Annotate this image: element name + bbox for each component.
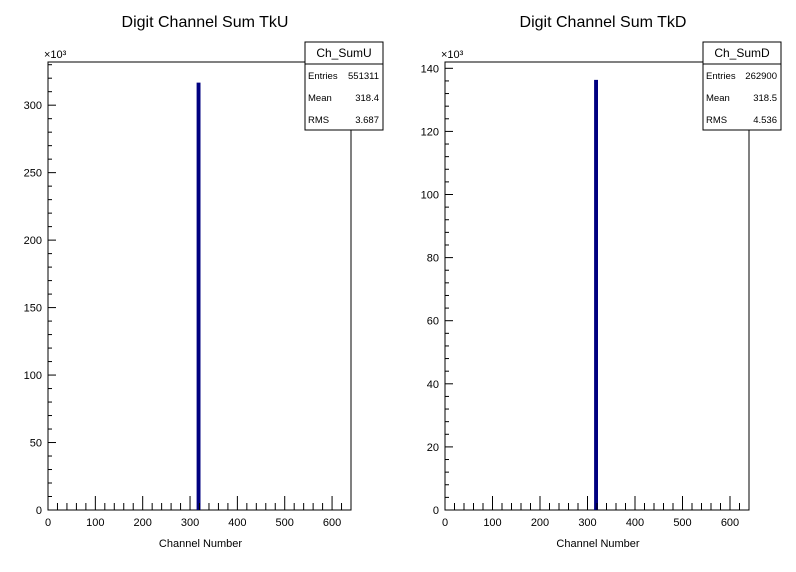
chart-title: Digit Channel Sum TkD bbox=[520, 14, 687, 31]
x-tick-label: 400 bbox=[626, 517, 644, 529]
y-tick-label: 300 bbox=[24, 100, 42, 112]
stats-value: 318.4 bbox=[355, 93, 379, 104]
y-tick-label: 150 bbox=[24, 303, 42, 315]
x-tick-label: 500 bbox=[673, 517, 691, 529]
stats-label: Mean bbox=[706, 93, 730, 104]
stats-box: Ch_SumU Entries 551311 Mean 318.4 RMS 3.687 bbox=[304, 41, 384, 131]
stats-box-frame bbox=[702, 41, 782, 131]
y-tick-label: 0 bbox=[433, 505, 439, 517]
chart-title: Digit Channel Sum TkU bbox=[122, 14, 289, 31]
x-axis-label: Channel Number bbox=[556, 538, 639, 550]
stats-value: 4.536 bbox=[753, 115, 777, 126]
stats-box-name: Ch_SumU bbox=[316, 46, 371, 60]
x-tick-label: 0 bbox=[442, 517, 448, 529]
x-tick-label: 600 bbox=[721, 517, 739, 529]
x-tick-label: 300 bbox=[578, 517, 596, 529]
x-tick-label: 100 bbox=[86, 517, 104, 529]
y-tick-label: 80 bbox=[427, 253, 439, 265]
stats-label: Mean bbox=[308, 93, 332, 104]
histogram-bin bbox=[196, 82, 201, 510]
y-tick-label: 120 bbox=[421, 126, 439, 138]
stats-label: Entries bbox=[706, 71, 736, 82]
y-tick-label: 20 bbox=[427, 442, 439, 454]
y-tick-label: 100 bbox=[421, 190, 439, 202]
y-tick-label: 50 bbox=[30, 438, 42, 450]
x-axis-label: Channel Number bbox=[159, 538, 242, 550]
x-tick-label: 300 bbox=[181, 517, 199, 529]
y-tick-label: 0 bbox=[36, 505, 42, 517]
stats-value: 551311 bbox=[348, 71, 379, 82]
x-tick-label: 500 bbox=[276, 517, 294, 529]
x-tick-label: 200 bbox=[531, 517, 549, 529]
stats-box-frame bbox=[304, 41, 384, 131]
stats-box: Ch_SumD Entries 262900 Mean 318.5 RMS 4.536 bbox=[702, 41, 782, 131]
y-tick-label: 40 bbox=[427, 379, 439, 391]
y-tick-label: 140 bbox=[421, 63, 439, 75]
stats-value: 262900 bbox=[745, 71, 777, 82]
y-tick-label: 200 bbox=[24, 235, 42, 247]
y-tick-label: 250 bbox=[24, 168, 42, 180]
stats-label: RMS bbox=[706, 115, 727, 126]
x-tick-label: 100 bbox=[483, 517, 501, 529]
stats-label: Entries bbox=[308, 71, 338, 82]
stats-value: 318.5 bbox=[753, 93, 777, 104]
y-scale-label: ×10³ bbox=[441, 49, 464, 61]
stats-box-name: Ch_SumD bbox=[714, 46, 770, 60]
y-tick-label: 100 bbox=[24, 370, 42, 382]
y-tick-label: 60 bbox=[427, 316, 439, 328]
stats-label: RMS bbox=[308, 115, 329, 126]
y-scale-label: ×10³ bbox=[44, 49, 67, 61]
x-tick-label: 400 bbox=[228, 517, 246, 529]
x-tick-label: 0 bbox=[45, 517, 51, 529]
x-tick-label: 200 bbox=[134, 517, 152, 529]
stats-value: 3.687 bbox=[355, 115, 379, 126]
x-tick-label: 600 bbox=[323, 517, 341, 529]
histogram-bin bbox=[594, 79, 598, 510]
